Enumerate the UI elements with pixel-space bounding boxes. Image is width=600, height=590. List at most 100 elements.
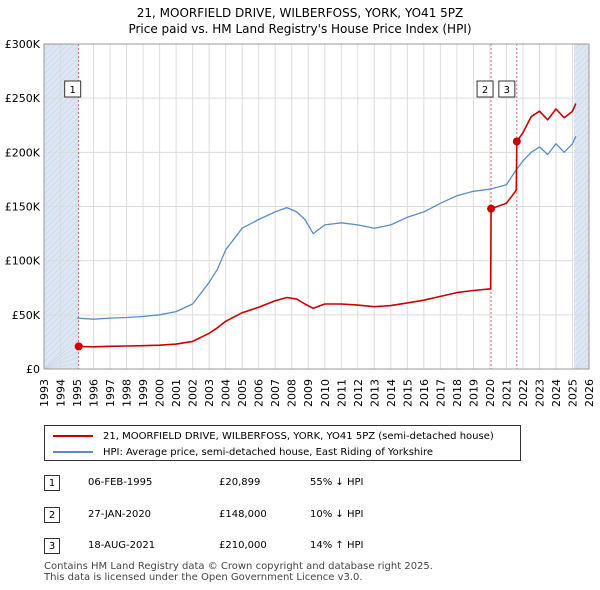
x-tick-label: 2015	[401, 379, 414, 407]
legend: 21, MOORFIELD DRIVE, WILBERFOSS, YORK, Y…	[44, 425, 521, 461]
shaded-hatch	[43, 345, 79, 370]
x-tick-label: 2024	[550, 379, 563, 407]
shaded-hatch	[573, 190, 590, 207]
sale-label-box	[64, 80, 82, 98]
shaded-hatch	[43, 285, 79, 321]
shaded-hatch	[573, 154, 590, 171]
x-tick-label: 2019	[467, 379, 480, 407]
x-tick-label: 2026	[583, 379, 596, 407]
transaction-hpi: 14% ↑ HPI	[310, 540, 364, 551]
shaded-hatch	[43, 129, 79, 165]
x-tick-label: 2005	[236, 379, 249, 407]
shaded-hatch	[573, 358, 590, 370]
shaded-hatch	[573, 70, 590, 87]
transaction-price: £20,899	[219, 477, 261, 488]
shaded-hatch	[43, 135, 79, 171]
x-tick-label: 2011	[335, 379, 348, 407]
shaded-hatch	[43, 321, 79, 357]
chart-title-line2: Price paid vs. HM Land Registry's House …	[128, 22, 472, 36]
shaded-hatch	[573, 64, 590, 81]
shaded-hatch	[43, 51, 79, 87]
sale-point	[74, 342, 83, 351]
shaded-hatch	[43, 183, 79, 219]
y-tick-label: £250K	[5, 92, 41, 105]
shaded-hatch	[573, 352, 590, 369]
shaded-hatch	[43, 225, 79, 261]
shaded-hatch	[43, 291, 79, 327]
sale-point	[512, 137, 521, 146]
x-tick-label: 2018	[451, 379, 464, 407]
shaded-hatch	[43, 273, 79, 309]
transaction-date: 27-JAN-2020	[88, 509, 152, 520]
series-line-hpi	[76, 135, 577, 320]
x-tick-label: 2000	[154, 379, 167, 407]
shaded-hatch	[43, 63, 79, 99]
shaded-hatch	[43, 165, 79, 201]
shaded-hatch	[573, 328, 590, 345]
footer-copyright: Contains HM Land Registry data © Crown c…	[44, 561, 433, 572]
transaction-price: £210,000	[219, 540, 267, 551]
x-tick-label: 2025	[566, 379, 579, 407]
shaded-hatch	[43, 249, 79, 285]
shaded-hatch	[43, 339, 79, 370]
x-tick-label: 2007	[269, 379, 282, 407]
y-tick-label: £50K	[12, 309, 41, 322]
shaded-hatch	[573, 178, 590, 195]
shaded-hatch	[573, 310, 590, 327]
shaded-hatch	[573, 118, 590, 135]
shaded-hatch	[573, 136, 590, 153]
shaded-hatch	[573, 322, 590, 339]
shaded-hatch	[573, 340, 590, 357]
shaded-hatch	[573, 226, 590, 243]
x-tick-label: 2010	[319, 379, 332, 407]
y-tick-label: £150K	[5, 201, 41, 214]
shaded-hatch	[573, 238, 590, 255]
shaded-hatch	[43, 237, 79, 273]
shaded-hatch	[573, 244, 590, 261]
x-tick-label: 1996	[88, 379, 101, 407]
shaded-hatch	[43, 99, 79, 135]
shaded-hatch	[43, 255, 79, 291]
x-tick-label: 1997	[104, 379, 117, 407]
shaded-hatch	[573, 160, 590, 177]
x-tick-label: 2017	[434, 379, 447, 407]
shaded-hatch	[573, 220, 590, 237]
series-line-property	[78, 103, 577, 348]
shaded-hatch	[43, 363, 79, 370]
shaded-hatch	[573, 256, 590, 273]
x-tick-label: 2020	[484, 379, 497, 407]
y-tick-label: £0	[26, 363, 40, 376]
x-tick-label: 2016	[418, 379, 431, 407]
sale-point	[487, 204, 496, 213]
transaction-hpi: 10% ↓ HPI	[310, 509, 364, 520]
legend-label-hpi: HPI: Average price, semi-detached house,…	[103, 446, 434, 458]
transaction-date: 18-AUG-2021	[88, 540, 156, 551]
shaded-hatch	[43, 297, 79, 333]
y-tick-label: £300K	[5, 38, 41, 51]
x-tick-label: 2004	[220, 379, 233, 407]
shaded-hatch	[573, 262, 590, 279]
shaded-hatch	[573, 82, 590, 99]
shaded-hatch	[573, 58, 590, 75]
shaded-hatch	[43, 159, 79, 195]
plot-frame	[43, 43, 590, 370]
sale-label-box	[476, 80, 494, 98]
shaded-hatch	[573, 298, 590, 315]
shaded-hatch	[43, 93, 79, 129]
x-tick-label: 2009	[302, 379, 315, 407]
x-tick-label: 2012	[352, 379, 365, 407]
y-tick-label: £100K	[5, 255, 41, 268]
shaded-hatch	[43, 177, 79, 213]
shaded-hatch	[43, 315, 79, 351]
x-tick-label: 2003	[203, 379, 216, 407]
shaded-hatch	[573, 124, 590, 141]
sale-label: 1	[69, 85, 75, 96]
shaded-hatch	[573, 43, 587, 57]
shaded-hatch	[573, 184, 590, 201]
x-tick-label: 2022	[517, 379, 530, 407]
shaded-hatch	[573, 202, 590, 219]
shaded-hatch	[43, 309, 79, 345]
shaded-hatch	[573, 172, 590, 189]
x-tick-label: 2001	[170, 379, 183, 407]
y-tick-label: £200K	[5, 146, 41, 159]
